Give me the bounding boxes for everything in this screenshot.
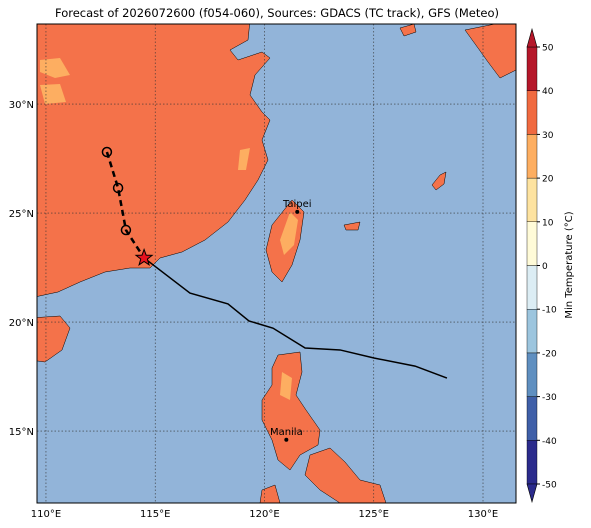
colorbar-tick-label: 30: [542, 131, 554, 141]
colorbar-tick-label: -20: [542, 349, 557, 359]
y-tick-label: 15°N: [9, 427, 34, 438]
track-position: [120, 224, 132, 236]
forecast-track: [143, 257, 448, 379]
land: [37, 24, 516, 503]
current-position: [134, 247, 154, 267]
city-marker: [284, 437, 289, 442]
colorbar-extend-top: [526, 27, 538, 48]
colorbar-segment: [526, 46, 538, 91]
colorbar-segment: [526, 177, 538, 223]
tracks: [101, 146, 448, 379]
city-label: Manila: [270, 427, 303, 438]
colorbar-label: Min Temperature (°C): [564, 211, 575, 318]
colorbar-tick-label: 40: [542, 87, 554, 97]
colorbar-segment: [526, 440, 538, 485]
city-label: Taipei: [282, 199, 312, 210]
colorbar-segment: [526, 265, 538, 310]
colorbar-tick-label: 20: [542, 175, 554, 185]
colorbar-segment: [526, 352, 538, 397]
map-frame: [36, 23, 517, 504]
track-position: [101, 146, 113, 158]
colorbar-tick-label: -10: [542, 306, 557, 316]
x-tick-label: 115°E: [140, 509, 170, 520]
colorbar-tick-label: -30: [542, 393, 557, 403]
city-marker: [295, 209, 300, 214]
title: Forecast of 2026072600 (f054-060), Sourc…: [55, 6, 499, 20]
colorbar-segment: [526, 221, 538, 266]
colorbar-extend-bottom: [526, 483, 538, 504]
x-tick-label: 120°E: [249, 509, 279, 520]
x-tick-label: 130°E: [468, 509, 498, 520]
colorbar-tick-label: -50: [542, 481, 557, 491]
colorbar-tick-label: 10: [542, 218, 554, 228]
colorbar-segment: [526, 90, 538, 135]
y-tick-label: 30°N: [9, 100, 34, 111]
colorbar-tick-label: -40: [542, 437, 557, 447]
colorbar-tick-label: 0: [542, 262, 548, 272]
colorbar-segment: [526, 396, 538, 441]
y-tick-label: 25°N: [9, 209, 34, 220]
track-position: [112, 182, 124, 194]
x-tick-label: 110°E: [31, 509, 61, 520]
colorbar-segment: [526, 309, 538, 354]
y-tick-label: 20°N: [9, 318, 34, 329]
colorbar-tick-label: 50: [542, 44, 554, 54]
colorbar-segment: [526, 134, 538, 179]
x-tick-label: 125°E: [359, 509, 389, 520]
